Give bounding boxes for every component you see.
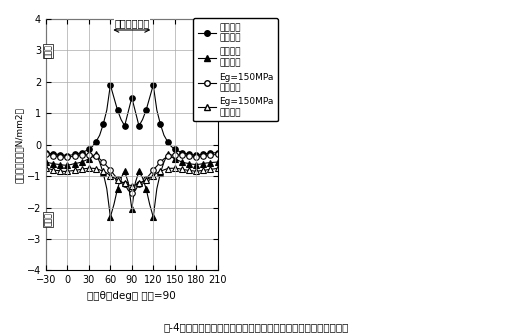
- Legend: 裏注なし
（内側）, 裏注なし
（外側）, Eg=150MPa
（内側）, Eg=150MPa
（外側）: 裏注なし （内側）, 裏注なし （外側）, Eg=150MPa （内側）, Eg…: [193, 18, 279, 121]
- Y-axis label: 覆工の縁応力（N/mm2）: 覆工の縁応力（N/mm2）: [15, 107, 24, 183]
- X-axis label: 角度θ（deg） 天端=90: 角度θ（deg） 天端=90: [88, 291, 176, 301]
- Text: 圧縮側: 圧縮側: [44, 213, 53, 226]
- Text: 引張側: 引張側: [44, 44, 53, 58]
- Text: 図-4　覆工縁応力における裏込め注入の有無の影響（硬質地山）: 図-4 覆工縁応力における裏込め注入の有無の影響（硬質地山）: [163, 323, 349, 333]
- Text: 背面空洞範囲: 背面空洞範囲: [114, 18, 150, 29]
